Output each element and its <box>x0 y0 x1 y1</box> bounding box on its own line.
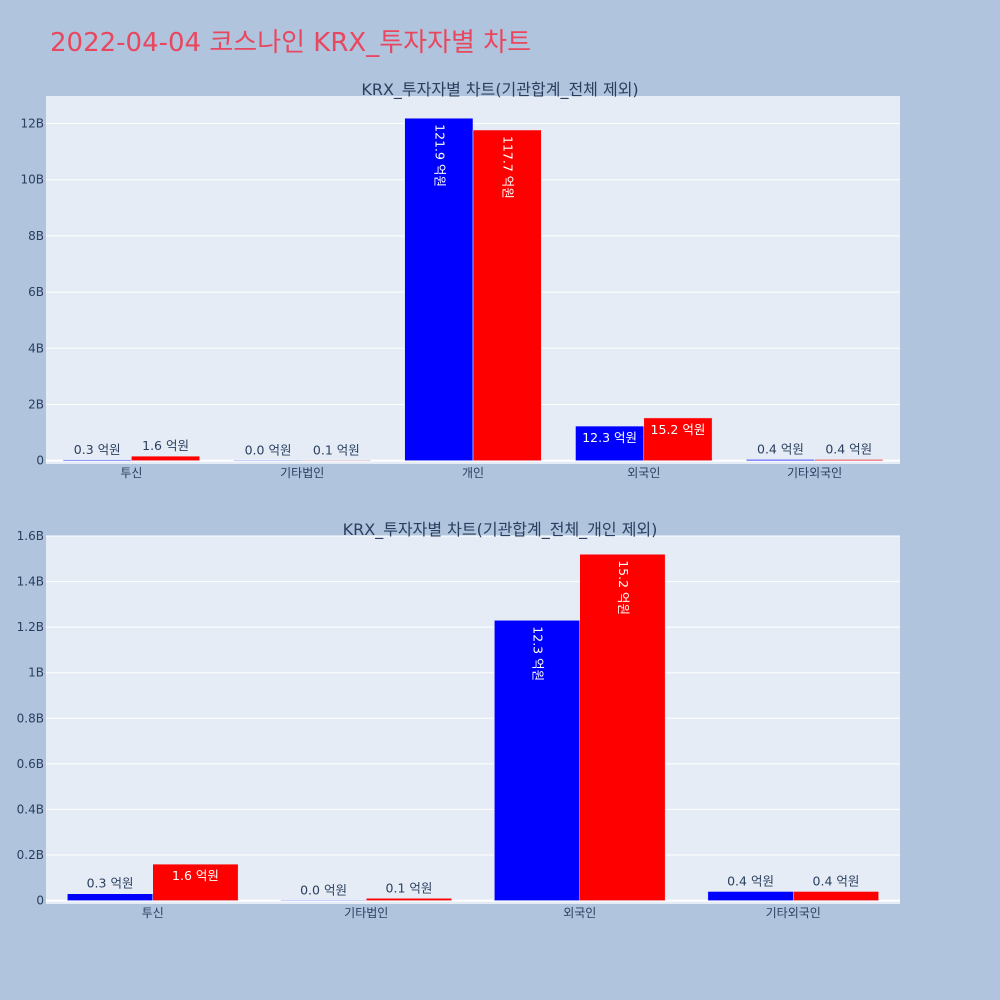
bar-label: 0.0 억원 <box>300 883 347 898</box>
x-tick-label: 기타외국인 <box>787 466 842 480</box>
y-tick-label: 0.8B <box>17 711 44 725</box>
x-tick-label: 개인 <box>462 466 484 480</box>
bar <box>301 459 371 461</box>
plot-area <box>46 536 900 904</box>
bar <box>575 425 645 461</box>
chart-title: KRX_투자자별 차트(기관합계_전체_개인 제외) <box>343 520 658 540</box>
bar-label: 1.6 억원 <box>172 868 219 883</box>
bar-label: 15.2 억원 <box>616 560 631 615</box>
bar <box>152 863 239 901</box>
x-tick-label: 기타법인 <box>344 906 388 920</box>
x-tick-label: 투신 <box>142 906 164 920</box>
bar <box>366 898 452 901</box>
bar-label: 0.4 억원 <box>813 873 860 888</box>
chart-2: 0 0.2B 0.4B 0.6B 0.8B 1B 1.2B 1.4B 1.6B KRX_투자자별 … <box>17 520 900 920</box>
bar-label: 0.1 억원 <box>313 442 360 457</box>
y-tick-label: 2B <box>28 397 44 411</box>
bar <box>814 459 884 461</box>
y-tick-label: 0.6B <box>17 757 44 771</box>
bar <box>746 459 815 461</box>
bar <box>404 117 474 461</box>
bar-label: 0.3 억원 <box>87 876 134 891</box>
x-tick-label: 외국인 <box>627 466 660 480</box>
bar <box>707 891 794 901</box>
bar <box>579 553 666 901</box>
bar-label: 121.9 억원 <box>432 124 447 187</box>
bar-label: 0.4 억원 <box>825 442 872 457</box>
y-tick-label: 8B <box>28 229 44 243</box>
chart-1: 0 2B 4B 6B 8B 10B 12B KRX_투자자별 차트(기관합계_전체 제외) 투신… <box>20 80 900 480</box>
bar-label: 117.7 억원 <box>501 136 516 199</box>
y-tick-label: 1.6B <box>17 529 44 543</box>
bar-label: 1.6 억원 <box>142 438 189 453</box>
x-tick-label: 기타외국인 <box>766 906 821 920</box>
x-tick-label: 외국인 <box>563 906 596 920</box>
y-tick-label: 1B <box>28 666 44 680</box>
bar-label: 0.4 억원 <box>727 873 774 888</box>
bar-label: 15.2 억원 <box>651 422 706 437</box>
y-tick-label: 0 <box>36 894 44 908</box>
y-tick-label: 0.4B <box>17 802 44 816</box>
bar <box>494 620 581 901</box>
page-title: 2022-04-04 코스나인 KRX_투자자별 차트 <box>50 28 532 58</box>
bar <box>793 891 879 901</box>
bar <box>233 459 303 461</box>
y-tick-label: 0 <box>36 454 44 468</box>
bar <box>643 417 713 461</box>
bar-label: 12.3 억원 <box>531 626 546 681</box>
bar <box>62 459 132 461</box>
bar-label: 12.3 억원 <box>582 430 637 445</box>
y-tick-label: 4B <box>28 341 44 355</box>
y-tick-label: 10B <box>20 173 44 187</box>
bar <box>280 899 367 901</box>
y-tick-label: 6B <box>28 285 44 299</box>
bar <box>67 893 153 901</box>
y-tick-label: 1.4B <box>17 575 44 589</box>
bar-label: 0.3 억원 <box>74 442 121 457</box>
y-tick-label: 12B <box>20 117 44 131</box>
bar-label: 0.1 억원 <box>386 880 433 895</box>
y-tick-label: 0.2B <box>17 848 44 862</box>
bar-label: 0.0 억원 <box>245 443 292 458</box>
bar-label: 0.4 억원 <box>757 442 804 457</box>
bar <box>472 129 542 461</box>
x-tick-label: 투신 <box>120 466 142 480</box>
y-tick-label: 1.2B <box>17 620 44 634</box>
bar <box>131 455 200 461</box>
x-tick-label: 기타법인 <box>280 466 324 480</box>
chart-title: KRX_투자자별 차트(기관합계_전체 제외) <box>361 80 638 100</box>
